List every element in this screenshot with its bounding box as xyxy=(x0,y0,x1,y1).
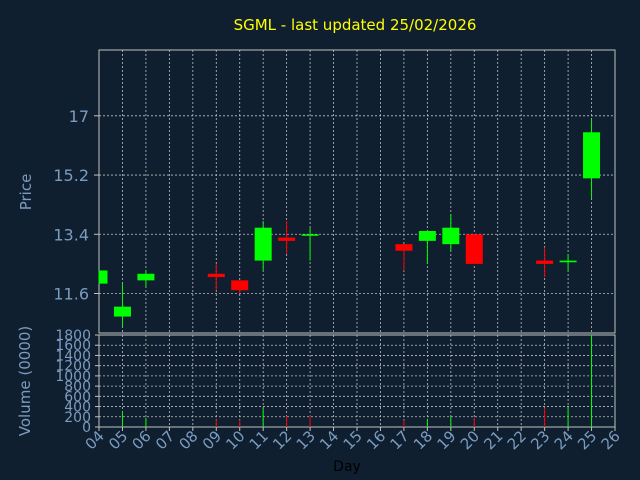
x-tick-label: 24 xyxy=(551,427,577,453)
price-tick-label: 13.4 xyxy=(53,225,89,244)
volume-tick-label: 1400 xyxy=(55,348,91,364)
x-tick-label: 08 xyxy=(175,427,201,453)
x-tick-label: 06 xyxy=(129,427,155,453)
candle-body xyxy=(465,234,483,264)
price-y-ticks: 11.6 13.4 15.2 17 xyxy=(53,107,99,304)
candle-body xyxy=(207,273,225,278)
x-tick-label: 13 xyxy=(293,427,319,453)
candle-body xyxy=(536,260,554,264)
x-tick-label: 16 xyxy=(363,427,389,453)
candles xyxy=(98,119,601,327)
volume-tick-label: 400 xyxy=(64,400,91,416)
volume-axis-label: Volume (0000) xyxy=(16,326,34,436)
volume-tick-label: 1600 xyxy=(55,338,91,354)
volume-bars xyxy=(121,335,593,427)
x-axis-label: Day xyxy=(333,459,361,475)
x-axis-ticks: 0405060708091011121314151617181920212223… xyxy=(82,427,624,453)
candle-body xyxy=(301,234,319,236)
x-tick-label: 18 xyxy=(410,427,436,453)
price-axis-label: Price xyxy=(17,174,35,211)
x-tick-label: 10 xyxy=(222,427,248,453)
x-tick-label: 15 xyxy=(340,427,366,453)
volume-tick-label: 1000 xyxy=(55,369,91,385)
price-tick-label: 11.6 xyxy=(53,285,89,304)
price-tick-label: 17 xyxy=(69,107,89,126)
price-panel: 11.6 13.4 15.2 17 Price xyxy=(17,49,616,334)
x-tick-label: 26 xyxy=(598,427,624,453)
candle-body xyxy=(418,230,436,241)
candle-body xyxy=(278,237,296,241)
volume-tick-label: 1200 xyxy=(55,359,91,375)
x-tick-label: 14 xyxy=(316,427,342,453)
chart-title: SGML - last updated 25/02/2026 xyxy=(234,16,477,34)
candle-body xyxy=(442,227,460,245)
x-tick-label: 11 xyxy=(246,427,272,453)
candle-body xyxy=(254,227,272,261)
candle-body xyxy=(99,270,108,284)
volume-grid xyxy=(99,335,615,427)
volume-tick-label: 0 xyxy=(82,420,91,436)
x-tick-label: 07 xyxy=(152,427,178,453)
volume-tick-label: 800 xyxy=(64,379,91,395)
candle-body xyxy=(137,273,155,281)
x-tick-label: 19 xyxy=(433,427,459,453)
price-grid xyxy=(99,50,615,333)
candle-body xyxy=(395,244,413,251)
x-tick-label: 21 xyxy=(480,427,506,453)
x-tick-label: 23 xyxy=(527,427,553,453)
price-tick-label: 15.2 xyxy=(53,166,89,185)
x-tick-label: 22 xyxy=(504,427,530,453)
x-tick-label: 05 xyxy=(105,427,131,453)
volume-tick-label: 200 xyxy=(64,410,91,426)
candle-body xyxy=(231,280,249,291)
candle-body xyxy=(113,306,131,317)
x-tick-label: 09 xyxy=(199,427,225,453)
volume-tick-label: 600 xyxy=(64,389,91,405)
x-tick-label: 17 xyxy=(387,427,413,453)
x-tick-label: 20 xyxy=(457,427,483,453)
x-tick-label: 25 xyxy=(574,427,600,453)
candle-body xyxy=(559,260,577,263)
x-tick-label: 12 xyxy=(269,427,295,453)
candle-body xyxy=(583,132,601,179)
volume-tick-label: 1800 xyxy=(55,328,91,344)
